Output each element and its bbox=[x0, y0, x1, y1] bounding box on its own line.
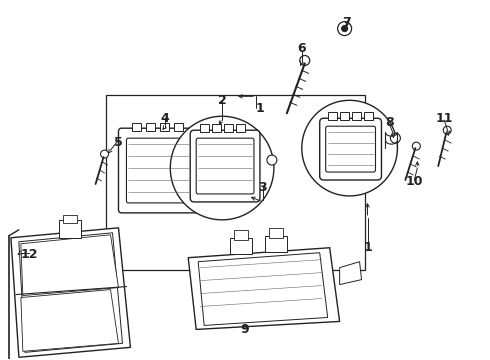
Circle shape bbox=[342, 26, 347, 32]
FancyBboxPatch shape bbox=[326, 126, 375, 172]
Circle shape bbox=[302, 100, 397, 196]
Circle shape bbox=[391, 133, 400, 143]
Bar bbox=[364, 112, 372, 120]
Circle shape bbox=[413, 142, 420, 150]
FancyBboxPatch shape bbox=[119, 128, 200, 213]
Text: 8: 8 bbox=[385, 116, 394, 129]
Bar bbox=[328, 112, 337, 120]
Polygon shape bbox=[21, 235, 119, 296]
Bar bbox=[234, 230, 248, 240]
Text: 5: 5 bbox=[114, 136, 123, 149]
Circle shape bbox=[267, 155, 277, 165]
Polygon shape bbox=[340, 262, 362, 285]
Polygon shape bbox=[11, 228, 130, 357]
FancyBboxPatch shape bbox=[319, 118, 382, 180]
Bar bbox=[63, 215, 76, 223]
Text: 11: 11 bbox=[436, 112, 453, 125]
Text: 9: 9 bbox=[241, 323, 249, 336]
Bar bbox=[212, 124, 221, 132]
Text: 2: 2 bbox=[218, 94, 226, 107]
Text: 12: 12 bbox=[20, 248, 38, 261]
Circle shape bbox=[171, 116, 274, 220]
Bar bbox=[265, 236, 287, 252]
Circle shape bbox=[300, 55, 310, 66]
Circle shape bbox=[100, 150, 108, 158]
Text: 4: 4 bbox=[161, 112, 170, 125]
Bar bbox=[224, 124, 233, 132]
Bar bbox=[269, 228, 283, 238]
Bar bbox=[352, 112, 361, 120]
Bar bbox=[147, 123, 155, 131]
Polygon shape bbox=[21, 289, 119, 351]
Polygon shape bbox=[198, 253, 328, 325]
Text: 10: 10 bbox=[406, 175, 423, 189]
Bar bbox=[236, 124, 245, 132]
Polygon shape bbox=[19, 233, 122, 352]
Bar bbox=[174, 123, 183, 131]
Bar bbox=[105, 95, 365, 270]
Bar bbox=[59, 220, 81, 238]
Text: 1: 1 bbox=[256, 102, 264, 115]
Polygon shape bbox=[188, 248, 340, 329]
FancyBboxPatch shape bbox=[196, 138, 254, 194]
Text: 6: 6 bbox=[297, 42, 306, 55]
Bar bbox=[200, 124, 209, 132]
FancyBboxPatch shape bbox=[126, 138, 192, 203]
Text: 3: 3 bbox=[259, 181, 267, 194]
Circle shape bbox=[338, 22, 352, 36]
Bar bbox=[132, 123, 142, 131]
Bar bbox=[230, 238, 252, 254]
Text: 7: 7 bbox=[342, 16, 351, 29]
Text: 1: 1 bbox=[363, 241, 372, 254]
Bar bbox=[160, 123, 169, 131]
Bar bbox=[340, 112, 348, 120]
Circle shape bbox=[443, 126, 451, 134]
FancyBboxPatch shape bbox=[190, 130, 260, 202]
